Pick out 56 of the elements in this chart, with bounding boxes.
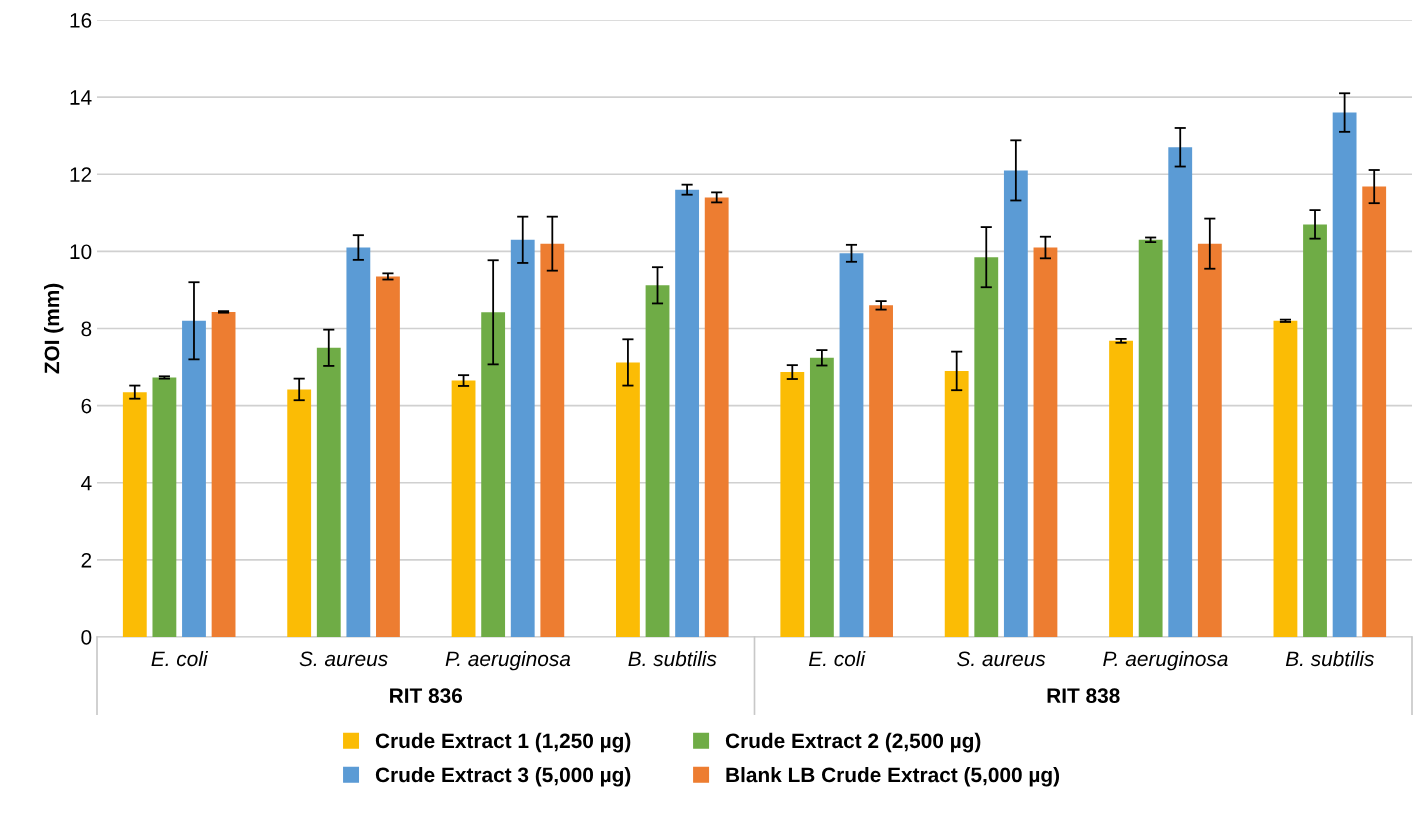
x-tick-label: S. aureus xyxy=(957,651,1046,667)
bar xyxy=(316,347,341,637)
y-tick-label: 10 xyxy=(70,244,92,260)
x-tick-label: B. subtilis xyxy=(1285,650,1374,667)
bar xyxy=(1033,247,1058,637)
bar xyxy=(839,253,864,637)
bar xyxy=(1332,112,1357,637)
bar xyxy=(1362,186,1387,637)
text: RIT 836 xyxy=(390,688,463,704)
bar xyxy=(152,377,177,637)
bar xyxy=(376,276,400,637)
x-tick-label: E. coli xyxy=(808,650,866,667)
bar xyxy=(1138,239,1163,637)
text: RIT 838 xyxy=(1047,688,1120,704)
bar xyxy=(616,362,640,637)
bar xyxy=(451,380,476,637)
y-tick-label: 12 xyxy=(70,167,92,182)
y-tick-label: 4 xyxy=(81,475,92,491)
y-tick-label: 2 xyxy=(81,552,92,568)
x-tick-label: E. coli xyxy=(151,650,209,667)
bar xyxy=(122,392,147,637)
bar xyxy=(704,197,729,637)
y-tick-label: 14 xyxy=(70,90,92,105)
bar xyxy=(1303,224,1327,637)
legend-label: Blank LB Crude Extract (5,000 µg) xyxy=(726,766,1060,787)
bar xyxy=(645,285,670,637)
bar xyxy=(287,389,312,637)
bar xyxy=(540,243,565,637)
x-tick-label: S. aureus xyxy=(299,651,388,667)
bar xyxy=(1197,243,1222,637)
bar xyxy=(182,320,206,637)
y-tick-label: 0 xyxy=(81,630,92,645)
bar xyxy=(869,305,893,637)
bar xyxy=(211,311,236,637)
y-axis-title: ZOI (mm) xyxy=(43,283,64,374)
y-tick-label: 8 xyxy=(81,321,92,337)
bar xyxy=(974,257,999,637)
legend-label: Crude Extract 3 (5,000 µg) xyxy=(375,766,631,787)
bar xyxy=(481,312,506,637)
bar xyxy=(780,372,805,637)
x-tick-label: B. subtilis xyxy=(628,650,717,667)
y-tick-label: 6 xyxy=(81,398,92,414)
bar xyxy=(675,189,700,637)
bar xyxy=(944,370,969,637)
bar xyxy=(510,239,535,637)
bar xyxy=(809,357,834,637)
bar xyxy=(1109,340,1133,637)
x-tick-label: P. aeruginosa xyxy=(1103,650,1228,671)
x-tick-label: P. aeruginosa xyxy=(445,650,571,671)
bar xyxy=(346,247,371,637)
bar xyxy=(1273,320,1298,637)
legend-label: Crude Extract 1 (1,250 µg) xyxy=(375,732,631,753)
bar xyxy=(1168,147,1193,637)
legend-label: Crude Extract 2 (2,500 µg) xyxy=(725,732,981,753)
bar xyxy=(1003,170,1028,637)
y-tick-label: 16 xyxy=(70,13,92,28)
